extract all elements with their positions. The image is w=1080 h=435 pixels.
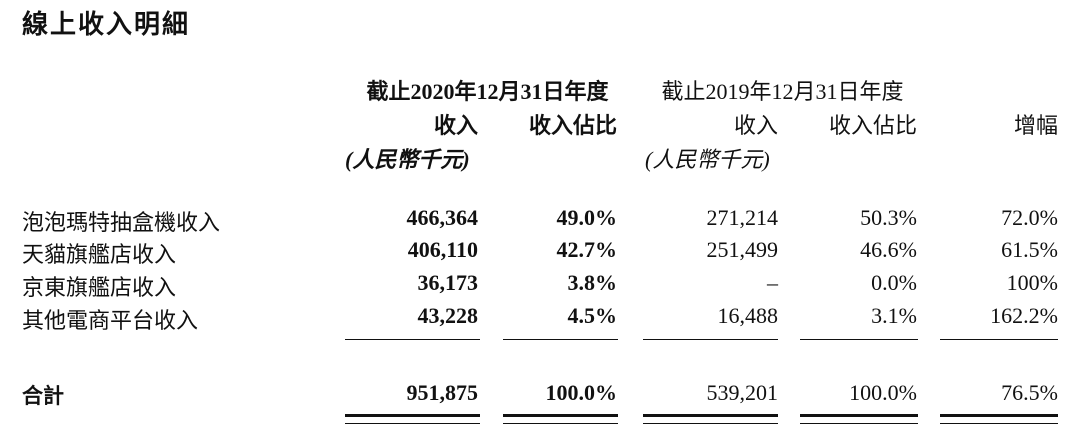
row-label: 京東旗艦店收入 bbox=[22, 275, 177, 300]
total-revenue-2020: 951,875 bbox=[406, 380, 479, 405]
cell-share-2019: 50.3% bbox=[860, 205, 917, 230]
cell-share-2020: 49.0% bbox=[556, 205, 618, 230]
total-double-rule bbox=[345, 414, 480, 424]
cell-revenue-2019: – bbox=[767, 270, 778, 295]
total-growth: 76.5% bbox=[1001, 380, 1058, 405]
cell-growth: 100% bbox=[1006, 270, 1058, 295]
cell-revenue-2020: 43,228 bbox=[417, 303, 479, 328]
header-revenue-2020: 收入 bbox=[433, 113, 478, 138]
total-double-rule bbox=[503, 414, 618, 424]
cell-revenue-2020: 406,110 bbox=[407, 237, 478, 262]
cell-share-2020: 3.8% bbox=[567, 270, 618, 295]
total-label: 合計 bbox=[22, 384, 64, 408]
cell-revenue-2019: 16,488 bbox=[717, 303, 779, 328]
subtotal-rule bbox=[503, 339, 618, 340]
cell-revenue-2020: 36,173 bbox=[417, 270, 479, 295]
section-title: 線上收入明細 bbox=[22, 10, 191, 40]
cell-share-2019: 3.1% bbox=[871, 303, 917, 328]
period-header-2020: 截止2020年12月31日年度 bbox=[366, 79, 609, 104]
cell-share-2019: 0.0% bbox=[871, 270, 917, 295]
period-header-2019: 截止2019年12月31日年度 bbox=[661, 79, 904, 104]
unit-label-2020: (人民幣千元) bbox=[345, 147, 470, 172]
cell-revenue-2019: 251,499 bbox=[706, 237, 779, 262]
header-share-2019: 收入佔比 bbox=[828, 113, 917, 138]
cell-revenue-2019: 271,214 bbox=[706, 205, 779, 230]
cell-revenue-2020: 466,364 bbox=[406, 205, 479, 230]
total-double-rule bbox=[800, 414, 918, 424]
total-double-rule bbox=[940, 414, 1058, 424]
total-revenue-2019: 539,201 bbox=[706, 380, 779, 405]
cell-growth: 61.5% bbox=[1001, 237, 1058, 262]
cell-growth: 72.0% bbox=[1001, 205, 1058, 230]
subtotal-rule bbox=[800, 339, 918, 340]
row-label: 泡泡瑪特抽盒機收入 bbox=[22, 210, 221, 235]
subtotal-rule bbox=[940, 339, 1058, 340]
cell-growth: 162.2% bbox=[990, 303, 1058, 328]
unit-label-2019: (人民幣千元) bbox=[645, 147, 770, 172]
row-label: 天貓旗艦店收入 bbox=[22, 242, 177, 267]
header-share-2020: 收入佔比 bbox=[528, 113, 617, 138]
total-share-2020: 100.0% bbox=[545, 380, 618, 405]
total-double-rule bbox=[643, 414, 778, 424]
total-share-2019: 100.0% bbox=[849, 380, 917, 405]
subtotal-rule bbox=[345, 339, 480, 340]
cell-share-2020: 42.7% bbox=[556, 237, 618, 262]
cell-share-2020: 4.5% bbox=[567, 303, 618, 328]
header-revenue-2019: 收入 bbox=[733, 113, 778, 138]
row-label: 其他電商平台收入 bbox=[22, 308, 199, 333]
cell-share-2019: 46.6% bbox=[860, 237, 917, 262]
subtotal-rule bbox=[643, 339, 778, 340]
header-growth: 增幅 bbox=[1013, 113, 1058, 138]
